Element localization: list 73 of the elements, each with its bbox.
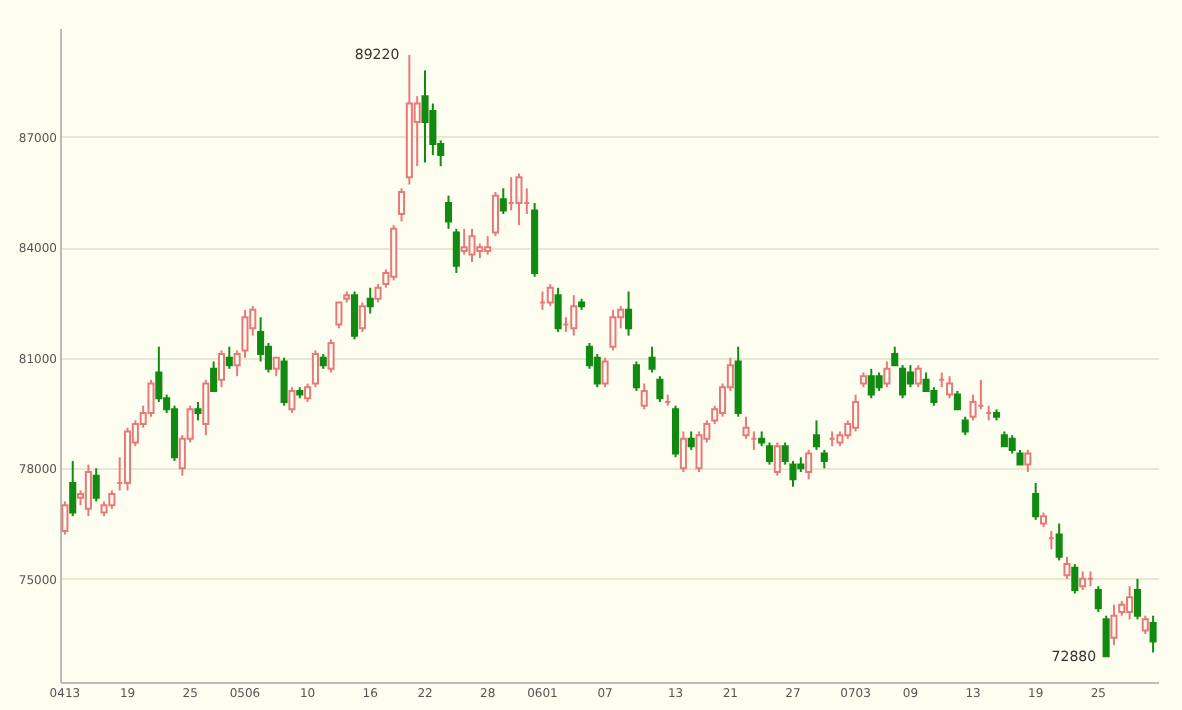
- candlestick: [444, 194, 453, 230]
- candlestick: [899, 364, 907, 400]
- candlestick: [69, 459, 77, 518]
- candlestick: [499, 187, 507, 216]
- candlestick: [946, 375, 954, 400]
- candlestick: [1126, 585, 1134, 621]
- candlestick: [366, 286, 374, 315]
- candlestick: [852, 393, 860, 433]
- candlestick: [397, 187, 406, 223]
- candlestick: [1094, 585, 1102, 613]
- candlestick: [609, 308, 617, 352]
- candlestick: [272, 356, 280, 378]
- candlestick: [1149, 614, 1157, 654]
- candlestick: [906, 364, 914, 389]
- candlestick: [1133, 577, 1141, 621]
- candlestick: [460, 227, 468, 256]
- candlestick: [1071, 563, 1079, 595]
- candlestick: [1032, 482, 1040, 521]
- candlestick: [1102, 614, 1110, 658]
- candlestick: [656, 375, 664, 403]
- candlestick: [288, 386, 296, 415]
- candlestick: [421, 69, 429, 164]
- candlestick: [468, 227, 476, 263]
- candlestick: [672, 404, 680, 459]
- candlestick: [805, 448, 813, 481]
- candlestick: [484, 235, 492, 256]
- candlestick: [648, 345, 656, 374]
- candlestick: [225, 345, 233, 370]
- candlestick: [883, 360, 891, 389]
- candlestick: [570, 294, 578, 337]
- candlestick: [61, 500, 69, 536]
- candlestick: [1079, 570, 1087, 591]
- candlestick: [1055, 522, 1063, 562]
- candlestick: [351, 290, 359, 341]
- candlestick: [820, 448, 828, 470]
- candlestick: [930, 386, 938, 407]
- candlestick: [1110, 603, 1118, 647]
- candlestick: [452, 227, 460, 275]
- candlestick: [593, 353, 601, 389]
- candlestick: [210, 360, 218, 392]
- candlestick: [679, 430, 687, 473]
- candlestick: [961, 415, 969, 437]
- candlestick: [812, 419, 821, 451]
- candlestick: [491, 190, 500, 238]
- candlestick: [875, 371, 883, 392]
- candlestick: [687, 430, 695, 451]
- candlestick: [515, 172, 523, 227]
- candlestick: [358, 301, 366, 333]
- candlestick: [773, 441, 781, 477]
- candlestick: [953, 389, 961, 411]
- candlestick: [867, 367, 875, 400]
- candlestick: [335, 301, 343, 330]
- candlestick: [632, 360, 640, 392]
- candlestick: [327, 338, 335, 374]
- candlestick: [108, 489, 116, 510]
- candlestick: [1063, 555, 1071, 580]
- candlestick: [640, 382, 648, 411]
- candlestick: [390, 224, 398, 282]
- candlestick: [914, 364, 922, 389]
- candlestick: [891, 345, 899, 367]
- candlestick: [217, 349, 226, 389]
- candlestick: [1024, 448, 1032, 473]
- candlestick: [202, 378, 210, 437]
- candlestick: [280, 356, 288, 407]
- candlestick: [554, 286, 562, 333]
- candlestick: [92, 467, 100, 503]
- candlestick: [1141, 614, 1149, 636]
- candlestick: [84, 463, 92, 518]
- candlestick: [194, 400, 202, 422]
- candlestick: [625, 290, 633, 337]
- candlestick: [546, 283, 554, 308]
- candlestick: [155, 345, 163, 403]
- candlestick: [601, 356, 609, 389]
